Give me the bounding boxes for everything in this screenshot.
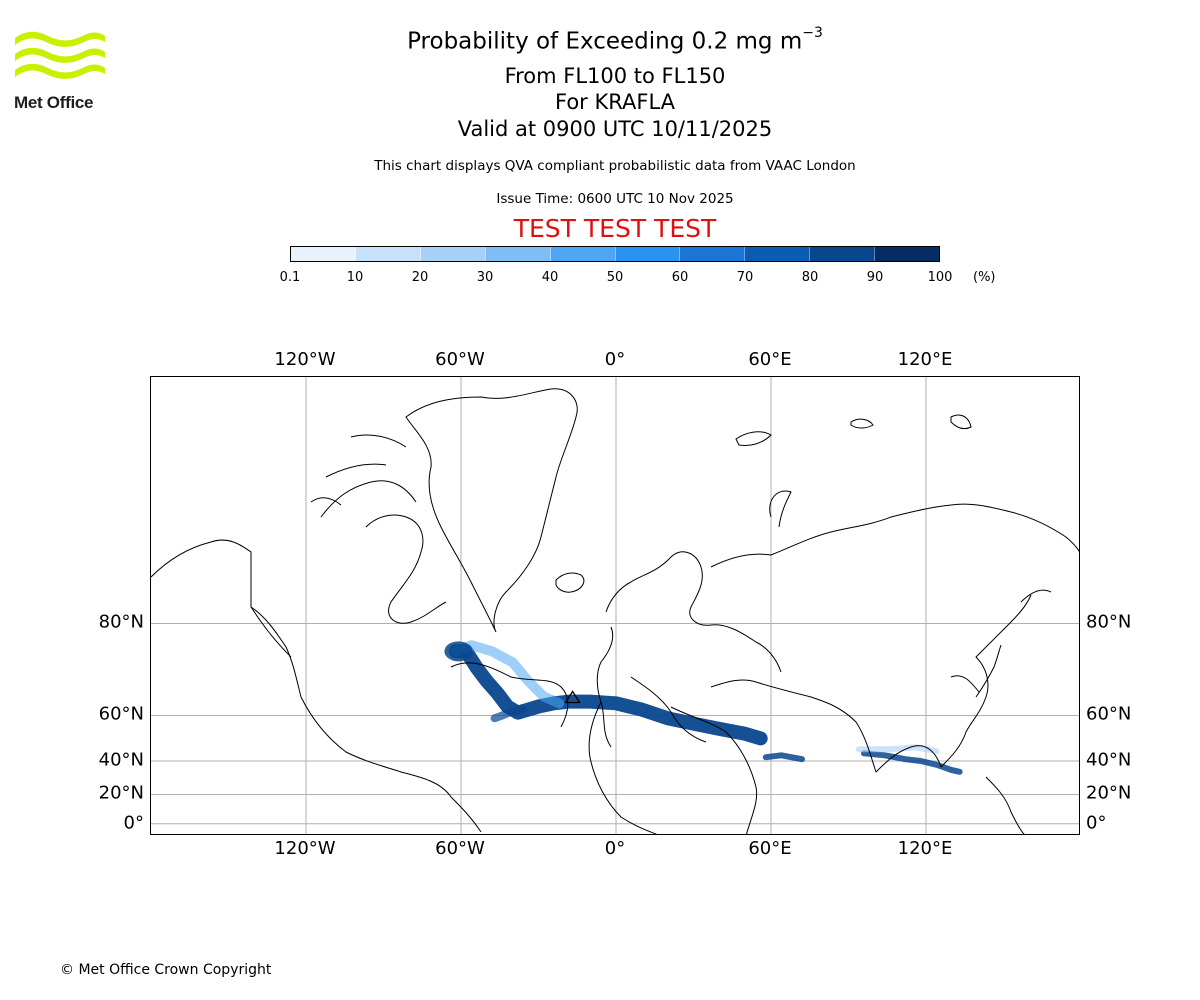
colorbar — [290, 246, 940, 262]
colorbar-segment-9 — [875, 247, 940, 261]
met-office-waves-icon — [15, 31, 105, 79]
colorbar-tick-label: 100 — [927, 270, 953, 285]
colorbar-tick-label: 70 — [736, 270, 754, 285]
latitude-label-left: 40°N — [98, 749, 144, 771]
iceland-coast — [555, 572, 585, 593]
japan-coast — [975, 644, 1002, 698]
flight-level-range: From FL100 to FL150 — [504, 64, 726, 88]
met-office-logo: Met Office — [14, 30, 114, 112]
colorbar-segment-2 — [420, 247, 486, 261]
longitude-label-top: 60°W — [435, 349, 485, 370]
issue-time: Issue Time: 0600 UTC 10 Nov 2025 — [496, 191, 734, 207]
chart-title: Probability of Exceeding 0.2 mg m−3 — [407, 25, 823, 55]
latitude-label-right: 20°N — [1086, 782, 1132, 804]
colorbar-tick-label: 60 — [671, 270, 689, 285]
volcano-name: For KRAFLA — [555, 90, 675, 114]
plume-band-2 — [490, 705, 527, 723]
latitude-label-right: 0° — [1086, 812, 1107, 834]
colorbar-segment-7 — [745, 247, 811, 261]
colorbar-segment-0 — [291, 247, 356, 261]
greenland-coast — [405, 388, 578, 633]
africa-coast — [588, 701, 758, 834]
longitude-label-bot: 120°W — [274, 838, 336, 859]
copyright: © Met Office Crown Copyright — [60, 962, 272, 978]
compliance-note: This chart displays QVA compliant probab… — [374, 158, 856, 174]
longitude-label-top: 60°E — [748, 349, 792, 370]
colorbar-tick-label: 50 — [606, 270, 624, 285]
novaya-zemlya-coast — [769, 490, 792, 528]
europe-coast — [596, 551, 782, 748]
latitude-label-left: 20°N — [98, 782, 144, 804]
longitude-label-bot: 0° — [604, 838, 626, 859]
franz-josef-coast — [850, 418, 874, 429]
gridlines — [151, 377, 1079, 834]
colorbar-unit: (%) — [973, 270, 996, 285]
map-panel — [150, 376, 1080, 835]
asia-coast — [755, 589, 1052, 834]
longitude-label-top: 120°W — [274, 349, 336, 370]
plume-band-4 — [861, 750, 963, 775]
plume-band-3 — [762, 752, 805, 763]
coastlines — [151, 388, 1079, 834]
latitude-label-left: 80°N — [98, 611, 144, 633]
latitude-label-right: 40°N — [1086, 749, 1132, 771]
colorbar-tick-label: 30 — [476, 270, 494, 285]
krafla-marker-group — [564, 690, 581, 704]
logo-text: Met Office — [14, 93, 94, 112]
volcano-icon — [564, 690, 581, 704]
longitude-label-bot: 120°E — [897, 838, 953, 859]
latitude-label-left: 60°N — [98, 703, 144, 725]
longitude-label-top: 120°E — [897, 349, 953, 370]
plume-blob-greenland — [444, 641, 473, 662]
colorbar-tick-label: 80 — [801, 270, 819, 285]
svalbard-coast — [735, 431, 772, 446]
plume-band-1 — [450, 640, 565, 709]
colorbar-segment-1 — [355, 247, 421, 261]
latitude-label-right: 60°N — [1086, 703, 1132, 725]
test-banner: TEST TEST TEST — [513, 214, 717, 243]
ash-probability-plume — [444, 640, 963, 775]
colorbar-tick-label: 0.1 — [279, 270, 301, 285]
russia-arctic-coast — [710, 503, 1079, 568]
valid-time: Valid at 0900 UTC 10/11/2025 — [457, 117, 773, 141]
colorbar-segment-3 — [485, 247, 551, 261]
longitude-label-bot: 60°E — [748, 838, 792, 859]
plume-band-5 — [855, 744, 940, 755]
colorbar-segment-5 — [615, 247, 681, 261]
colorbar-tick-label: 20 — [411, 270, 429, 285]
colorbar-segment-4 — [550, 247, 616, 261]
colorbar-tick-label: 40 — [541, 270, 559, 285]
unit-exponent: −3 — [802, 25, 823, 41]
colorbar-segment-6 — [680, 247, 746, 261]
severnaya-zemlya-coast — [950, 414, 972, 430]
latitude-label-right: 80°N — [1086, 611, 1132, 633]
colorbar-segment-8 — [810, 247, 876, 261]
longitude-label-bot: 60°W — [435, 838, 485, 859]
latitude-label-left: 0° — [123, 812, 144, 834]
colorbar-tick-label: 90 — [866, 270, 884, 285]
colorbar-tick-label: 10 — [346, 270, 364, 285]
longitude-label-top: 0° — [604, 349, 626, 370]
map-canvas — [151, 377, 1079, 834]
north-america-coast — [151, 539, 569, 833]
hudson-bay-coast — [310, 434, 447, 624]
plume-band-0 — [448, 644, 768, 746]
